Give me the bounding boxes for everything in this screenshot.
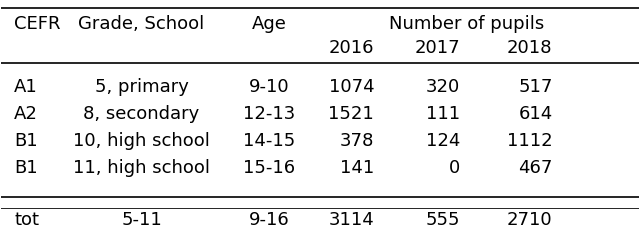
Text: 124: 124 [426,132,460,150]
Text: A2: A2 [14,105,38,123]
Text: 14-15: 14-15 [243,132,295,150]
Text: 2710: 2710 [507,211,552,229]
Text: A1: A1 [14,78,38,96]
Text: 517: 517 [518,78,552,96]
Text: Number of pupils: Number of pupils [389,15,544,33]
Text: CEFR: CEFR [14,15,61,33]
Text: 2017: 2017 [415,39,460,57]
Text: 9-10: 9-10 [249,78,289,96]
Text: B1: B1 [14,132,38,150]
Text: 614: 614 [518,105,552,123]
Text: 2016: 2016 [329,39,374,57]
Text: Grade, School: Grade, School [79,15,205,33]
Text: 12-13: 12-13 [243,105,295,123]
Text: 1074: 1074 [328,78,374,96]
Text: 2018: 2018 [507,39,552,57]
Text: 555: 555 [426,211,460,229]
Text: Age: Age [252,15,287,33]
Text: 15-16: 15-16 [243,159,295,177]
Text: 141: 141 [340,159,374,177]
Text: 9-16: 9-16 [249,211,289,229]
Text: 0: 0 [449,159,460,177]
Text: 8, secondary: 8, secondary [83,105,200,123]
Text: 378: 378 [340,132,374,150]
Text: B1: B1 [14,159,38,177]
Text: 1112: 1112 [507,132,552,150]
Text: 111: 111 [426,105,460,123]
Text: 5, primary: 5, primary [95,78,189,96]
Text: tot: tot [14,211,39,229]
Text: 5-11: 5-11 [121,211,162,229]
Text: 320: 320 [426,78,460,96]
Text: 11, high school: 11, high school [73,159,210,177]
Text: 467: 467 [518,159,552,177]
Text: 3114: 3114 [328,211,374,229]
Text: 10, high school: 10, high school [73,132,210,150]
Text: 1521: 1521 [328,105,374,123]
